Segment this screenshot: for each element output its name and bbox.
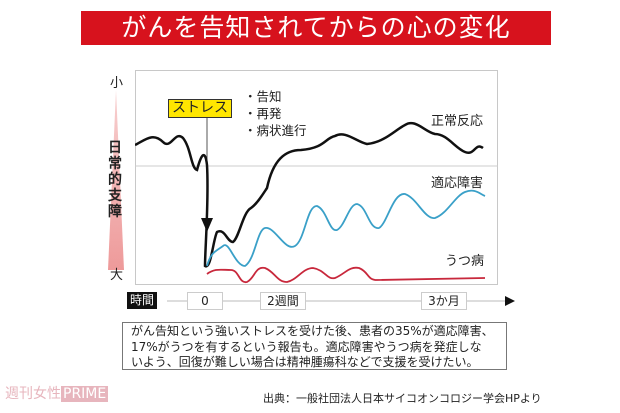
stress-annotation: ストレス bbox=[168, 99, 232, 118]
plot-area bbox=[135, 115, 498, 283]
source-credit: 出典：一般社団法人日本サイコオンコロジー学会HPより bbox=[263, 392, 542, 405]
stress-bullets: ・告知 ・再発 ・病状進行 bbox=[244, 88, 307, 139]
x-axis-label: 時間 bbox=[127, 292, 158, 309]
x-tick-0: 0 bbox=[187, 292, 223, 310]
x-tick-3months: 3か月 bbox=[421, 292, 467, 310]
bullet-1: ・告知 bbox=[244, 89, 282, 104]
series-adjustment-disorder bbox=[206, 189, 486, 267]
arrow-right-icon bbox=[505, 296, 515, 306]
label-normal-reaction: 正常反応 bbox=[431, 114, 484, 129]
series-normal-reaction bbox=[135, 121, 484, 268]
note-line-2: 17%がうつを有するという報告も。適応障害やうつ病を発症しな bbox=[131, 339, 482, 354]
logo-text: 週刊女性 bbox=[5, 386, 61, 402]
series-depression bbox=[206, 266, 486, 283]
y-bottom-label: 大 bbox=[110, 268, 124, 283]
label-adjustment-disorder: 適応障害 bbox=[431, 176, 484, 191]
chart-title: がんを告知されてからの心の変化 bbox=[81, 11, 551, 45]
bullet-2: ・再発 bbox=[244, 106, 282, 121]
x-tick-2weeks: 2週間 bbox=[260, 292, 306, 310]
y-gradient-wedge bbox=[108, 90, 124, 270]
note-line-3: いよう、回復が難しい場合は精神腫瘍科などで支援を受けたい。 bbox=[131, 355, 479, 369]
explanation-note: がん告知という強いストレスを受けた後、患者の35%が適応障害、 17%がうつを有… bbox=[122, 322, 507, 370]
plot-frame bbox=[135, 70, 498, 285]
x-axis: 時間 0 2週間 3か月 bbox=[127, 292, 517, 312]
logo-prime: PRIME bbox=[61, 386, 109, 402]
label-depression: うつ病 bbox=[445, 254, 485, 269]
note-line-1: がん告知という強いストレスを受けた後、患者の35%が適応障害、 bbox=[131, 324, 494, 338]
y-top-label: 小 bbox=[110, 76, 124, 91]
publisher-logo: 週刊女性 PRIME bbox=[5, 384, 109, 404]
y-axis-label: 日常的支障 bbox=[108, 140, 122, 220]
bullet-3: ・病状進行 bbox=[244, 123, 307, 138]
